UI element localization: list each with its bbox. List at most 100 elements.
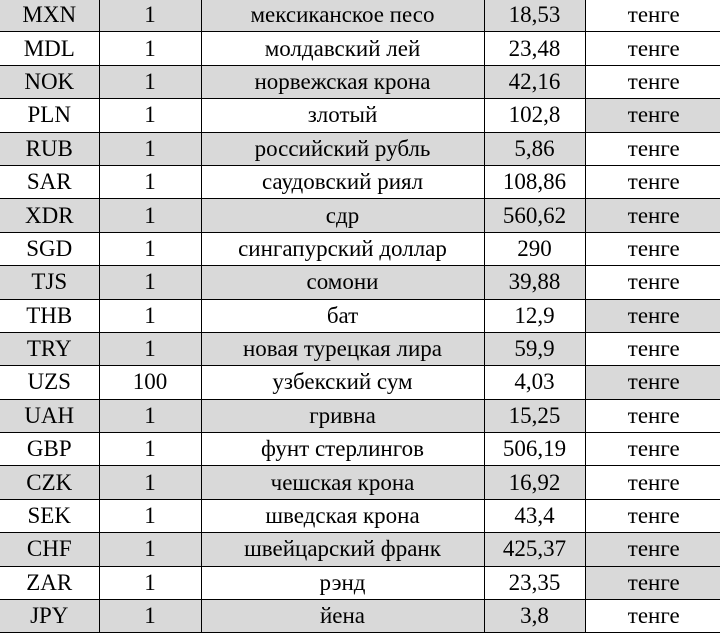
- target-currency-cell: тенге: [584, 599, 720, 634]
- currency-name-cell: сингапурский доллар: [200, 231, 485, 267]
- units-cell: 1: [98, 64, 202, 100]
- units-cell: 1: [98, 164, 202, 200]
- table-row: CZK 1 чешская крона 16,92 тенге: [0, 465, 720, 500]
- currency-name-cell: молдавский лей: [200, 31, 485, 66]
- currency-name-cell: йена: [200, 599, 485, 634]
- target-currency-cell: тенге: [584, 0, 720, 33]
- units-cell: 1: [98, 98, 202, 133]
- rate-cell: 39,88: [483, 265, 586, 300]
- currency-code-cell: UAH: [0, 398, 100, 434]
- currency-code-cell: PLN: [0, 98, 100, 133]
- target-currency-cell: тенге: [584, 365, 720, 400]
- target-currency-cell: тенге: [584, 231, 720, 267]
- table-row: SEK 1 шведская крона 43,4 тенге: [0, 498, 720, 534]
- currency-code-cell: JPY: [0, 599, 100, 634]
- target-currency-cell: тенге: [584, 465, 720, 500]
- units-cell: 1: [98, 198, 202, 233]
- rate-cell: 3,8: [483, 599, 586, 634]
- rate-cell: 15,25: [483, 398, 586, 434]
- currency-name-cell: гривна: [200, 398, 485, 434]
- target-currency-cell: тенге: [584, 331, 720, 367]
- rate-cell: 16,92: [483, 465, 586, 500]
- table-row: PLN 1 злотый 102,8 тенге: [0, 98, 720, 133]
- currency-name-cell: саудовский риял: [200, 164, 485, 200]
- units-cell: 1: [98, 31, 202, 66]
- rate-cell: 23,35: [483, 565, 586, 601]
- currency-code-cell: ZAR: [0, 565, 100, 601]
- currency-name-cell: мексиканское песо: [200, 0, 485, 33]
- currency-code-cell: GBP: [0, 432, 100, 467]
- currency-code-cell: CZK: [0, 465, 100, 500]
- units-cell: 1: [98, 0, 202, 33]
- target-currency-cell: тенге: [584, 198, 720, 233]
- table-row: UZS 100 узбекский сум 4,03 тенге: [0, 365, 720, 400]
- currency-code-cell: SAR: [0, 164, 100, 200]
- currency-code-cell: NOK: [0, 64, 100, 100]
- rate-cell: 42,16: [483, 64, 586, 100]
- currency-name-cell: сдр: [200, 198, 485, 233]
- currency-code-cell: SGD: [0, 231, 100, 267]
- rate-cell: 108,86: [483, 164, 586, 200]
- target-currency-cell: тенге: [584, 298, 720, 333]
- target-currency-cell: тенге: [584, 432, 720, 467]
- target-currency-cell: тенге: [584, 98, 720, 133]
- rate-cell: 18,53: [483, 0, 586, 33]
- currency-name-cell: шведская крона: [200, 498, 485, 534]
- target-currency-cell: тенге: [584, 398, 720, 434]
- table-row: TJS 1 сомони 39,88 тенге: [0, 265, 720, 300]
- rate-cell: 102,8: [483, 98, 586, 133]
- currency-name-cell: сомони: [200, 265, 485, 300]
- units-cell: 1: [98, 498, 202, 534]
- currency-name-cell: швейцарский франк: [200, 532, 485, 567]
- target-currency-cell: тенге: [584, 64, 720, 100]
- target-currency-cell: тенге: [584, 532, 720, 567]
- currency-code-cell: TRY: [0, 331, 100, 367]
- target-currency-cell: тенге: [584, 265, 720, 300]
- currency-name-cell: норвежская крона: [200, 64, 485, 100]
- currency-code-cell: CHF: [0, 532, 100, 567]
- target-currency-cell: тенге: [584, 565, 720, 601]
- table-row: XDR 1 сдр 560,62 тенге: [0, 198, 720, 233]
- currency-code-cell: SEK: [0, 498, 100, 534]
- target-currency-cell: тенге: [584, 31, 720, 66]
- rate-cell: 23,48: [483, 31, 586, 66]
- rate-cell: 59,9: [483, 331, 586, 367]
- table-row: JPY 1 йена 3,8 тенге: [0, 599, 720, 634]
- table-row: MXN 1 мексиканское песо 18,53 тенге: [0, 0, 720, 33]
- table-row: MDL 1 молдавский лей 23,48 тенге: [0, 31, 720, 66]
- currency-code-cell: THB: [0, 298, 100, 333]
- units-cell: 1: [98, 265, 202, 300]
- rate-cell: 43,4: [483, 498, 586, 534]
- rate-cell: 4,03: [483, 365, 586, 400]
- currency-name-cell: российский рубль: [200, 131, 485, 166]
- table-row: ZAR 1 рэнд 23,35 тенге: [0, 565, 720, 601]
- currency-name-cell: новая турецкая лира: [200, 331, 485, 367]
- currency-name-cell: злотый: [200, 98, 485, 133]
- currency-name-cell: рэнд: [200, 565, 485, 601]
- target-currency-cell: тенге: [584, 498, 720, 534]
- currency-code-cell: UZS: [0, 365, 100, 400]
- rate-cell: 425,37: [483, 532, 586, 567]
- units-cell: 1: [98, 432, 202, 467]
- currency-code-cell: MXN: [0, 0, 100, 33]
- units-cell: 1: [98, 298, 202, 333]
- units-cell: 1: [98, 465, 202, 500]
- table-row: SGD 1 сингапурский доллар 290 тенге: [0, 231, 720, 267]
- table-row: GBP 1 фунт стерлингов 506,19 тенге: [0, 432, 720, 467]
- rate-cell: 560,62: [483, 198, 586, 233]
- currency-name-cell: бат: [200, 298, 485, 333]
- currency-code-cell: RUB: [0, 131, 100, 166]
- rate-cell: 506,19: [483, 432, 586, 467]
- currency-code-cell: MDL: [0, 31, 100, 66]
- units-cell: 1: [98, 599, 202, 634]
- currency-name-cell: чешская крона: [200, 465, 485, 500]
- table-row: RUB 1 российский рубль 5,86 тенге: [0, 131, 720, 166]
- table-row: UAH 1 гривна 15,25 тенге: [0, 398, 720, 434]
- rate-cell: 5,86: [483, 131, 586, 166]
- units-cell: 1: [98, 532, 202, 567]
- units-cell: 1: [98, 398, 202, 434]
- units-cell: 100: [98, 365, 202, 400]
- units-cell: 1: [98, 331, 202, 367]
